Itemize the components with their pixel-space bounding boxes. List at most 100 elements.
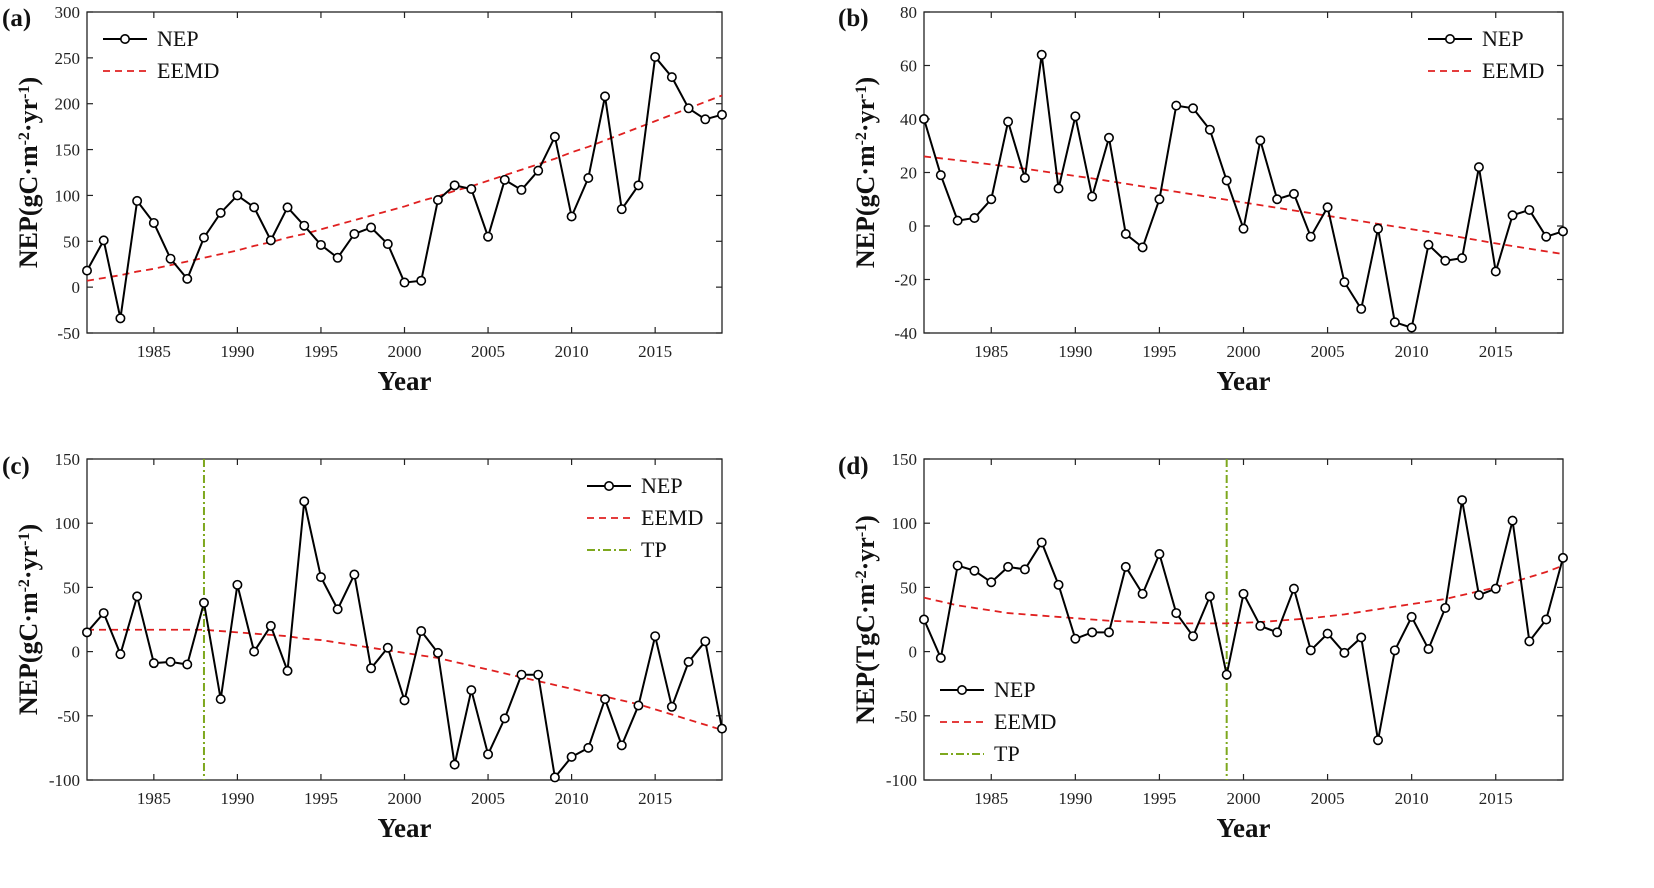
- nep-point: [98, 235, 109, 246]
- nep-point: [215, 694, 226, 705]
- y-axis-label-part: NEP(TgC·m: [851, 583, 880, 723]
- legend-label-tp: TP: [994, 741, 1020, 766]
- nep-point: [1221, 175, 1232, 186]
- y-tick-label: 100: [55, 186, 81, 205]
- x-axis-label: Year: [1217, 813, 1271, 843]
- legend-marker-nep: [956, 684, 967, 695]
- nep-point: [1053, 579, 1064, 590]
- legend-marker-nep: [120, 33, 131, 44]
- nep-point: [566, 211, 577, 222]
- nep-point: [1070, 633, 1081, 644]
- y-tick-label: 0: [72, 278, 81, 297]
- y-axis-label-part: NEP(gC·m: [14, 145, 43, 268]
- nep-point: [1423, 239, 1434, 250]
- nep-point: [265, 235, 276, 246]
- y-tick-label: 20: [900, 164, 917, 183]
- nep-point: [315, 572, 326, 583]
- nep-point: [249, 202, 260, 213]
- nep-point: [616, 740, 627, 751]
- y-axis-label: NEP(TgC·m-2·yr-1): [851, 515, 880, 724]
- y-axis-label-superscript: -2: [16, 579, 33, 592]
- x-tick-label: 2010: [555, 789, 589, 808]
- panel-label: (d): [838, 453, 869, 480]
- nep-point: [1103, 132, 1114, 143]
- x-tick-label: 2015: [1479, 342, 1513, 361]
- nep-line: [86, 501, 723, 780]
- nep-point: [700, 114, 711, 125]
- y-tick-label: 40: [900, 110, 917, 129]
- panel-label: (c): [2, 453, 30, 480]
- nep-point: [1389, 645, 1400, 656]
- nep-point: [650, 51, 661, 62]
- nep-point: [315, 239, 326, 250]
- nep-point: [165, 253, 176, 264]
- nep-point: [432, 195, 443, 206]
- nep-point: [282, 665, 293, 676]
- nep-point: [935, 653, 946, 664]
- nep-point: [1356, 303, 1367, 314]
- x-tick-label: 2000: [1227, 789, 1261, 808]
- y-tick-label: 100: [892, 514, 918, 533]
- y-axis-label: NEP(gC·m-2·yr-1): [851, 77, 880, 268]
- nep-point: [1473, 590, 1484, 601]
- nep-point: [1490, 583, 1501, 594]
- nep-point: [1120, 561, 1131, 572]
- nep-point: [1339, 277, 1350, 288]
- nep-point: [282, 202, 293, 213]
- nep-point: [466, 184, 477, 195]
- nep-point: [1339, 647, 1350, 658]
- y-axis-label-part: ·yr: [851, 537, 880, 570]
- x-tick-label: 2010: [1395, 342, 1429, 361]
- nep-point: [533, 165, 544, 176]
- y-tick-label: -50: [57, 707, 80, 726]
- nep-point: [1204, 124, 1215, 135]
- nep-point: [82, 627, 93, 638]
- y-axis-label-part: ): [851, 77, 880, 86]
- panel-b: 1985 1990 1995 2000 2005 2010 2015 -40 -20 0 20 40 6…: [838, 3, 1569, 396]
- nep-point: [1440, 602, 1451, 613]
- nep-point: [1389, 317, 1400, 328]
- y-axis-label-superscript: -2: [16, 132, 33, 145]
- nep-point: [416, 275, 427, 286]
- nep-point: [115, 313, 126, 324]
- nep-point: [683, 656, 694, 667]
- nep-point: [1070, 111, 1081, 122]
- legend-label-eemd: EEMD: [994, 709, 1056, 734]
- nep-point: [1507, 210, 1518, 221]
- nep-point: [1019, 172, 1030, 183]
- nep-point: [1003, 116, 1014, 127]
- nep-line: [923, 54, 1564, 329]
- x-tick-label: 2010: [555, 342, 589, 361]
- nep-point: [299, 220, 310, 231]
- y-axis-label-superscript: -1: [16, 86, 33, 99]
- nep-point: [182, 659, 193, 670]
- y-tick-label: 250: [55, 49, 81, 68]
- nep-point: [650, 631, 661, 642]
- nep-point: [1087, 627, 1098, 638]
- nep-point: [1272, 627, 1283, 638]
- nep-point: [986, 194, 997, 205]
- nep-point: [1524, 636, 1535, 647]
- nep-point: [366, 663, 377, 674]
- nep-point: [115, 649, 126, 660]
- nep-point: [1036, 49, 1047, 60]
- legend-label-nep: NEP: [641, 473, 683, 498]
- y-tick-label: 100: [55, 514, 81, 533]
- nep-point: [148, 217, 159, 228]
- nep-point: [1541, 614, 1552, 625]
- nep-point: [1406, 322, 1417, 333]
- eemd-trend-line: [87, 628, 723, 731]
- nep-point: [399, 695, 410, 706]
- nep-point: [132, 195, 143, 206]
- nep-point: [633, 700, 644, 711]
- legend-label-eemd: EEMD: [1482, 58, 1544, 83]
- nep-point: [349, 228, 360, 239]
- nep-point: [1221, 669, 1232, 680]
- nep-point: [215, 207, 226, 218]
- nep-point: [1305, 231, 1316, 242]
- x-tick-label: 1985: [137, 342, 171, 361]
- nep-line: [923, 499, 1564, 741]
- nep-point: [1188, 103, 1199, 114]
- eemd-trend-line: [923, 155, 1564, 255]
- y-tick-label: -100: [49, 771, 80, 790]
